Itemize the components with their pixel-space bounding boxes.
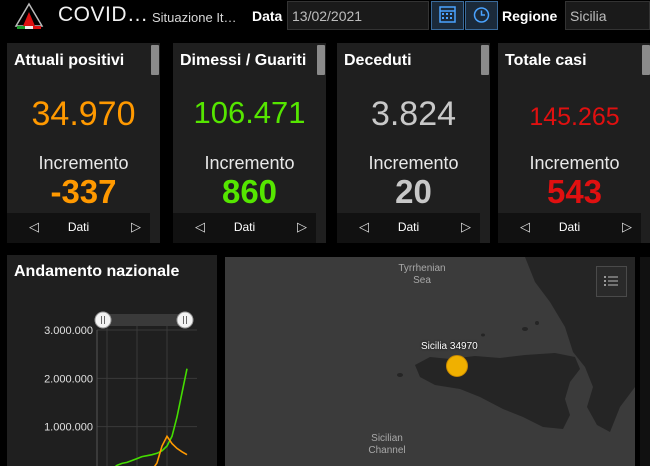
chevron-right-icon[interactable]: ▷ [461, 219, 471, 234]
nav-label: Dati [67, 220, 90, 234]
y-tick-label: 1.000.000 [44, 422, 93, 434]
nav-label: Dati [558, 220, 581, 234]
layer-list-icon [604, 276, 618, 286]
island [535, 321, 539, 325]
card-value: 145.265 [529, 103, 620, 131]
nav-label: Dati [233, 220, 256, 234]
trend-chart: 3.000.000 2.000.000 1.000.000 [44, 311, 197, 466]
chevron-left-icon[interactable]: ◁ [195, 219, 205, 234]
increment-value: 20 [395, 173, 432, 210]
card-dimessi-guariti: Dimessi / Guariti 106.471 Incremento 860… [173, 43, 326, 243]
island [481, 333, 485, 337]
card-deceduti: Deceduti 3.824 Incremento 20 ◁ Dati ▷ [337, 43, 490, 243]
card-value: 34.970 [31, 95, 136, 133]
right-edge [640, 257, 650, 466]
island [522, 327, 528, 331]
app-subtitle: Situazione It… [152, 10, 237, 25]
chart-panel: Andamento nazionale 3.000.000 2.000.000 1.… [7, 255, 217, 466]
increment-label: Incremento [204, 153, 295, 173]
card-scrollbar[interactable] [642, 45, 650, 75]
card-title: Attuali positivi [14, 52, 125, 69]
sea-label-text: Tyrrhenian Sea [398, 263, 446, 286]
increment-label: Incremento [529, 153, 620, 173]
nav-label: Dati [397, 220, 420, 234]
chevron-left-icon[interactable]: ◁ [520, 219, 530, 234]
clock-icon [473, 7, 490, 23]
series-line-0 [114, 368, 188, 466]
range-slider-handle [94, 311, 112, 329]
card-scrollbar[interactable] [481, 45, 489, 75]
chevron-right-icon[interactable]: ▷ [622, 219, 632, 234]
increment-value: 543 [546, 173, 603, 210]
range-slider-track [103, 314, 185, 326]
series-line-1 [153, 434, 188, 466]
card-totale-casi: Totale casi 145.265 Incremento 543 ◁ Dat… [498, 43, 650, 243]
sea-label-tyrrhenian: Tyrrhenian Sea [387, 263, 457, 287]
region-label: Regione [502, 8, 558, 24]
card-value: 106.471 [193, 95, 306, 130]
card-attuali-positivi: Attuali positivi 34.970 Incremento -337 … [7, 43, 160, 243]
chevron-left-icon[interactable]: ◁ [359, 219, 369, 234]
land-calabria [525, 257, 635, 432]
marker-label: Sicilia 34970 [421, 341, 478, 352]
app-title: COVID… [58, 3, 149, 26]
card-scrollbar[interactable] [151, 45, 159, 75]
chevron-right-icon[interactable]: ▷ [297, 219, 307, 234]
sea-label-sicilian: Sicilian Channel [352, 433, 422, 457]
card-title: Totale casi [505, 52, 587, 69]
y-tick-label: 3.000.000 [44, 325, 93, 337]
time-button[interactable] [465, 1, 498, 30]
calendar-button[interactable] [431, 1, 464, 30]
increment-label: Incremento [368, 153, 459, 173]
card-nav: ◁ Dati ▷ [498, 213, 641, 243]
card-title: Dimessi / Guariti [180, 52, 307, 69]
chevron-right-icon[interactable]: ▷ [131, 219, 141, 234]
increment-label: Incremento [38, 153, 129, 173]
card-nav: ◁ Dati ▷ [7, 213, 150, 243]
increment-value: 860 [221, 173, 278, 210]
island [397, 373, 403, 377]
date-input[interactable]: 13/02/2021 [287, 1, 429, 30]
sea-label-text: Sicilian Channel [368, 433, 406, 456]
card-value: 3.824 [370, 95, 457, 133]
chart-title: Andamento nazionale [14, 263, 180, 280]
chevron-left-icon[interactable]: ◁ [29, 219, 39, 234]
logo-icon [14, 2, 44, 29]
range-slider-handle [176, 311, 194, 329]
increment-value: -337 [50, 173, 117, 210]
card-scrollbar[interactable] [317, 45, 325, 75]
map-panel[interactable]: Tyrrhenian Sea Sicilian Channel Sicilia … [225, 257, 635, 466]
date-label: Data [252, 8, 283, 24]
y-tick-label: 2.000.000 [44, 373, 93, 385]
app-header: COVID… Situazione It… Data 13/02/2021 Re… [0, 0, 650, 32]
layer-list-button[interactable] [596, 266, 627, 297]
calendar-icon [439, 6, 456, 23]
card-nav: ◁ Dati ▷ [173, 213, 316, 243]
map-basemap [225, 257, 635, 466]
card-title: Deceduti [344, 52, 412, 69]
sicilia-marker[interactable] [446, 355, 468, 377]
region-select[interactable]: Sicilia [565, 1, 650, 30]
card-nav: ◁ Dati ▷ [337, 213, 480, 243]
